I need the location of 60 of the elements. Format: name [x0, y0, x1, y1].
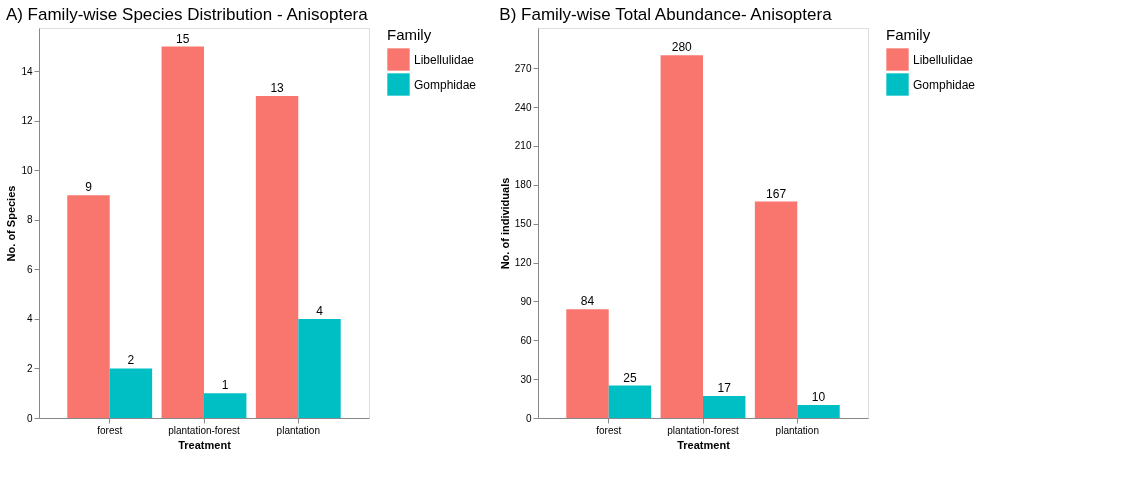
- data-label: 1: [221, 378, 229, 393]
- y-tick-label: 6: [26, 263, 33, 275]
- y-tick-label: 30: [520, 373, 532, 385]
- y-tick-label: 10: [21, 164, 33, 176]
- bar: [204, 393, 247, 418]
- x-tick-label: plantation-forest: [168, 424, 241, 436]
- legend-title: Family: [387, 26, 432, 43]
- bar: [255, 96, 299, 418]
- legend-title: Family: [886, 26, 931, 43]
- bar: [109, 368, 153, 418]
- y-tick-label: 0: [525, 412, 532, 424]
- legend-label: Libellulidae: [414, 52, 475, 67]
- bar: [754, 201, 798, 418]
- bar: [161, 46, 204, 418]
- y-tick-label: 120: [514, 257, 532, 269]
- y-axis-title: No. of Species: [5, 185, 18, 262]
- y-tick-label: 8: [26, 214, 33, 226]
- bar: [67, 195, 110, 418]
- x-tick-label: plantation-forest: [667, 424, 740, 436]
- data-label: 15: [176, 31, 190, 46]
- legend-label: Gomphidae: [913, 77, 976, 92]
- y-tick-label: 90: [520, 295, 532, 307]
- data-label: 9: [85, 180, 93, 195]
- y-tick-label: 4: [26, 313, 33, 325]
- legend-label: Libellulidae: [913, 52, 974, 67]
- bar: [608, 385, 652, 418]
- y-tick-label: 12: [21, 115, 33, 127]
- x-axis-title: Treatment: [178, 438, 232, 451]
- y-tick-label: 60: [520, 334, 532, 346]
- bar: [660, 55, 703, 418]
- y-tick-label: 270: [514, 62, 532, 74]
- chart-title: A) Family-wise Species Distribution - Anisoptera: [5, 5, 369, 24]
- data-label: 4: [316, 303, 324, 318]
- y-axis-title: No. of individuals: [498, 177, 511, 270]
- bar: [566, 309, 609, 418]
- y-tick-label: 180: [514, 179, 532, 191]
- data-label: 167: [766, 186, 787, 201]
- y-tick-label: 0: [26, 412, 33, 424]
- data-label: 2: [127, 353, 135, 368]
- y-tick-label: 14: [21, 65, 33, 77]
- y-tick-label: 240: [514, 101, 532, 113]
- data-label: 280: [671, 40, 693, 55]
- y-tick-label: 2: [26, 362, 33, 374]
- x-tick-label: plantation: [775, 424, 819, 436]
- data-label: 25: [623, 370, 637, 385]
- data-label: 84: [580, 294, 595, 309]
- x-axis-title: Treatment: [677, 438, 731, 451]
- bar: [298, 318, 341, 418]
- y-tick-label: 210: [514, 140, 532, 152]
- bar: [703, 395, 746, 418]
- bar: [797, 405, 840, 418]
- x-tick-label: forest: [596, 424, 622, 436]
- data-label: 13: [270, 81, 285, 96]
- chart-title: B) Family-wise Total Abundance- Anisoptera: [499, 5, 833, 24]
- x-tick-label: plantation: [276, 424, 320, 436]
- data-label: 17: [717, 380, 732, 395]
- data-label: 10: [811, 390, 826, 405]
- x-tick-label: forest: [97, 424, 123, 436]
- y-tick-label: 150: [514, 218, 532, 230]
- legend-label: Gomphidae: [414, 77, 477, 92]
